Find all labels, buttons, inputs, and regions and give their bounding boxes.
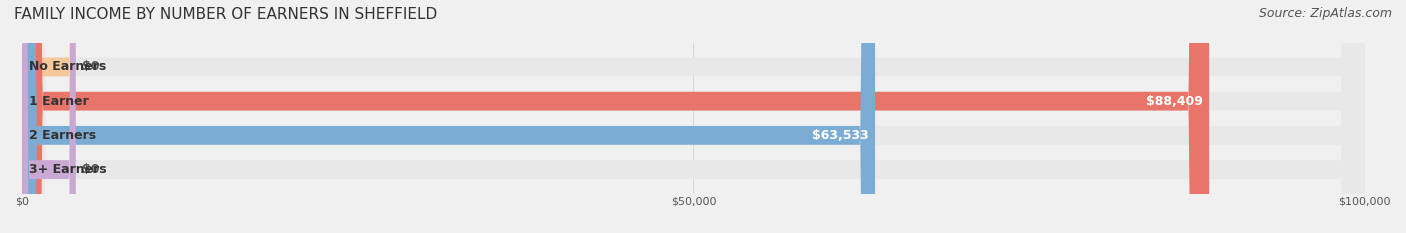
Text: $0: $0: [83, 60, 100, 73]
Text: Source: ZipAtlas.com: Source: ZipAtlas.com: [1258, 7, 1392, 20]
FancyBboxPatch shape: [22, 0, 1365, 233]
FancyBboxPatch shape: [22, 0, 1365, 233]
FancyBboxPatch shape: [22, 0, 875, 233]
FancyBboxPatch shape: [22, 0, 1209, 233]
Text: 3+ Earners: 3+ Earners: [28, 163, 107, 176]
FancyBboxPatch shape: [22, 0, 76, 233]
Text: 1 Earner: 1 Earner: [28, 95, 89, 108]
Text: $0: $0: [83, 163, 100, 176]
Text: $88,409: $88,409: [1146, 95, 1202, 108]
Text: No Earners: No Earners: [28, 60, 105, 73]
Text: $63,533: $63,533: [811, 129, 869, 142]
FancyBboxPatch shape: [22, 0, 1365, 233]
Text: FAMILY INCOME BY NUMBER OF EARNERS IN SHEFFIELD: FAMILY INCOME BY NUMBER OF EARNERS IN SH…: [14, 7, 437, 22]
Text: 2 Earners: 2 Earners: [28, 129, 96, 142]
FancyBboxPatch shape: [22, 0, 1365, 233]
FancyBboxPatch shape: [22, 0, 76, 233]
